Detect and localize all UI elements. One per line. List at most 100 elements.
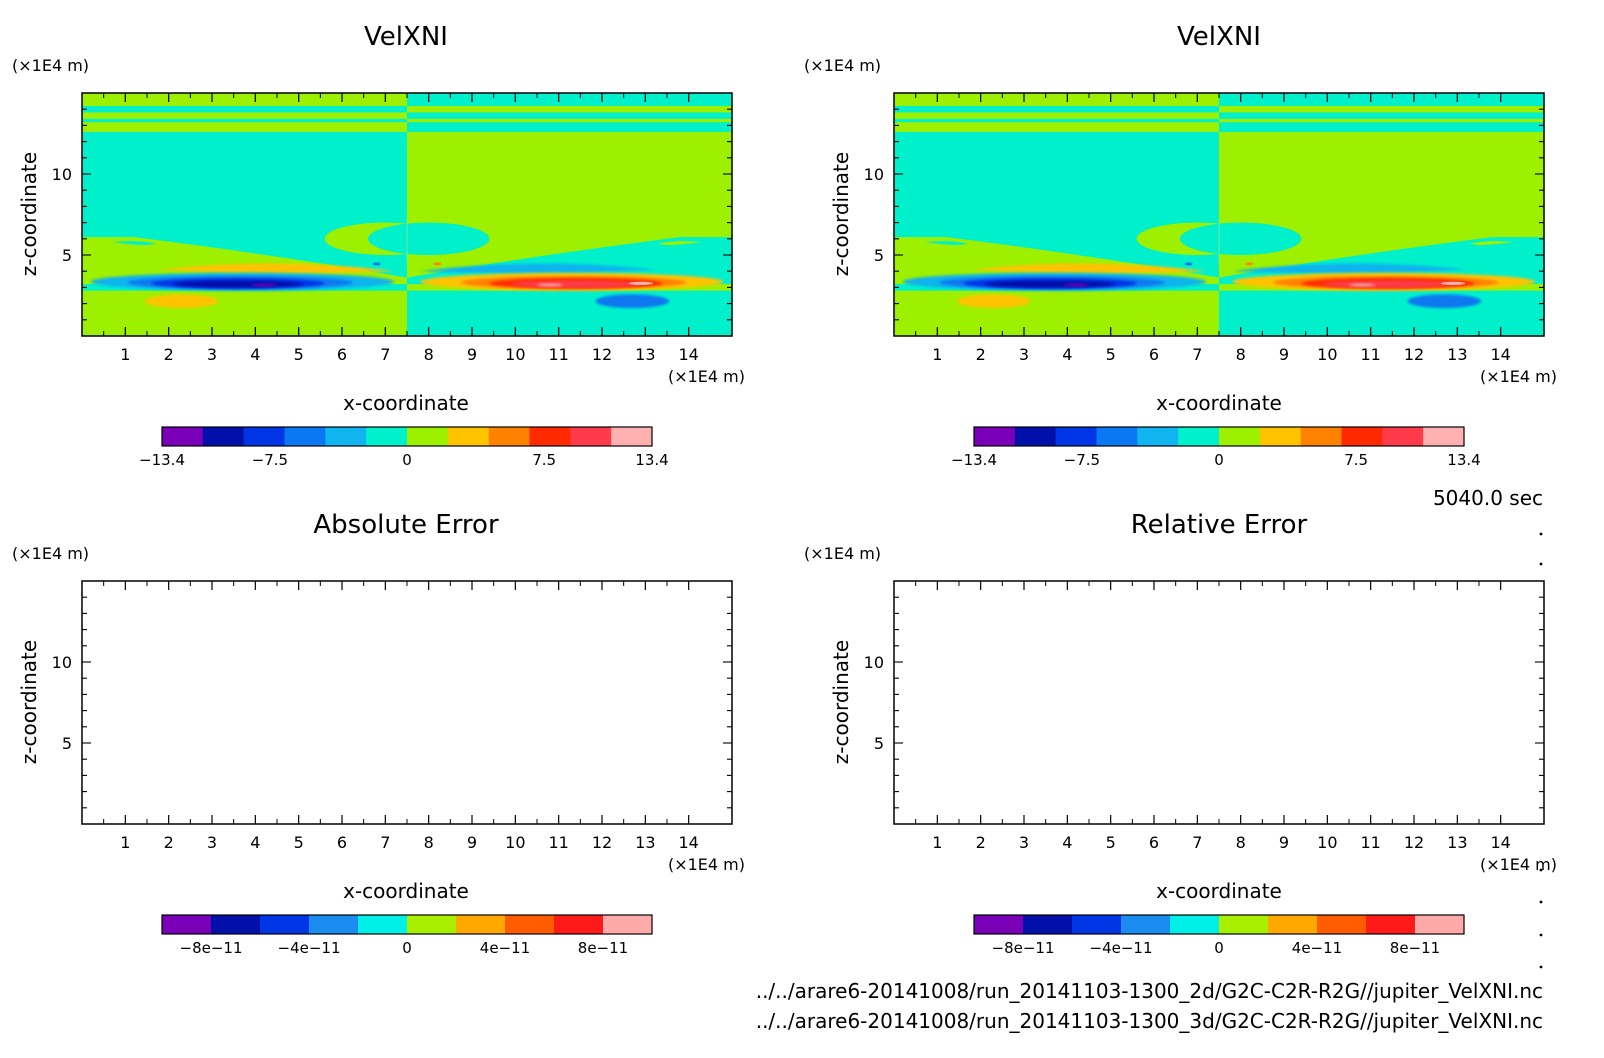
x-tick-label: 12 — [592, 833, 612, 852]
y-tick-label: 5 — [874, 734, 884, 753]
colorbar-swatch — [1219, 427, 1261, 446]
colorbar-tick-label: −7.5 — [1064, 451, 1100, 469]
x-tick-label: 10 — [505, 345, 525, 364]
colorbar-swatch — [1415, 915, 1465, 934]
y-unit-label: (×1E4 m) — [804, 544, 881, 563]
x-axis-label: x-coordinate — [1156, 879, 1282, 903]
lower-lobe — [956, 294, 1031, 308]
colorbar-swatch — [1096, 427, 1138, 446]
y-unit-label: (×1E4 m) — [804, 56, 881, 75]
colorbar-swatch — [407, 915, 457, 934]
panel-title: Relative Error — [1131, 510, 1308, 540]
colorbar-swatch — [1317, 915, 1367, 934]
footer-file-2d: ../../arare6-20141008/run_20141103-1300_… — [756, 979, 1543, 1003]
y-tick-label: 10 — [52, 165, 72, 184]
x-tick-label: 6 — [337, 345, 347, 364]
colorbar-swatch — [1014, 427, 1056, 446]
jet-level-4 — [985, 280, 1115, 288]
jet-tip — [1440, 281, 1466, 285]
colorbar-swatch — [611, 427, 653, 446]
x-axis-label: x-coordinate — [343, 879, 469, 903]
colorbar-tick-label: 13.4 — [635, 451, 668, 469]
colorbar-swatch — [260, 915, 310, 934]
colorbar-swatch — [1300, 427, 1342, 446]
jet-core — [537, 283, 563, 287]
plot-frame — [81, 580, 733, 825]
panel-relative-error: Relative Error (×1E4 m) 1 2 3 4 5 6 7 8 9 10 11 12 1… — [804, 510, 1557, 957]
colorbar-swatch — [1341, 427, 1383, 446]
y-unit-label: (×1E4 m) — [12, 544, 89, 563]
field-seam — [406, 219, 408, 262]
colorbar-swatch — [1268, 915, 1318, 934]
colorbar-swatch — [554, 915, 604, 934]
x-tick-label: 6 — [1149, 345, 1159, 364]
x-tick-label: 3 — [207, 833, 217, 852]
panel-velxni-2d: VelXNI (×1E4 m) 1 2 3 4 5 6 7 8 9 10 11 12 13 14 510 … — [12, 22, 745, 469]
colorbar-tick-label: −13.4 — [139, 451, 185, 469]
plot-frame — [893, 580, 1545, 825]
jet-level-4 — [511, 280, 641, 288]
colorbar-swatch — [974, 915, 1024, 934]
colorbar-tick-label: −4e−11 — [278, 939, 341, 957]
x-tick-label: 9 — [467, 345, 477, 364]
field-bubble — [1180, 222, 1302, 255]
x-tick-label: 2 — [976, 833, 986, 852]
field-speck — [372, 262, 381, 266]
x-tick-label: 10 — [505, 833, 525, 852]
x-tick-label: 8 — [1236, 345, 1246, 364]
jet-upper-band — [972, 263, 1206, 274]
x-tick-label: 4 — [250, 345, 260, 364]
colorbar-swatch — [456, 915, 506, 934]
field-band — [1219, 112, 1544, 119]
x-tick-label: 1 — [120, 833, 130, 852]
colorbar-swatch — [603, 915, 653, 934]
field-speck — [433, 262, 442, 266]
field-band — [82, 112, 407, 119]
field-bubble — [368, 222, 490, 255]
x-tick-label: 11 — [548, 833, 568, 852]
colorbar-swatch — [1170, 915, 1220, 934]
field-band — [894, 93, 1219, 106]
y-axis-ticks: 5 10 — [864, 108, 1544, 321]
colorbar-swatch — [325, 427, 367, 446]
jet-level-4 — [1323, 280, 1453, 288]
colorbar-tick-label: −7.5 — [252, 451, 288, 469]
field-lower-right — [1219, 290, 1544, 336]
colorbar-swatch — [1121, 915, 1171, 934]
x-unit-label: (×1E4 m) — [1480, 367, 1557, 386]
colorbar-tick-label: −8e−11 — [180, 939, 243, 957]
panel-title: Absolute Error — [313, 510, 499, 540]
x-unit-label: (×1E4 m) — [668, 367, 745, 386]
y-axis-ticks: 5 10 — [52, 108, 732, 321]
x-unit-label: (×1E4 m) — [668, 855, 745, 874]
y-tick-label: 10 — [864, 165, 884, 184]
x-tick-label: 2 — [976, 345, 986, 364]
colorbar-swatch — [1178, 427, 1220, 446]
jet-level-4 — [173, 280, 303, 288]
x-tick-label: 9 — [1279, 833, 1289, 852]
x-tick-label: 6 — [337, 833, 347, 852]
field-band — [894, 122, 1219, 132]
lower-lobe — [144, 294, 219, 308]
panel-title: VelXNI — [1177, 22, 1261, 52]
x-tick-label: 7 — [380, 833, 390, 852]
colorbar: −8e−11 −4e−11 0 4e−11 8e−11 — [161, 914, 653, 957]
field-band — [407, 93, 732, 106]
field-lower-left — [894, 290, 1219, 336]
x-tick-label: 5 — [1106, 345, 1116, 364]
x-axis-ticks: 1 2 3 4 5 6 7 8 9 10 11 12 13 14 — [915, 581, 1511, 852]
colorbar: −13.4 −7.5 0 7.5 13.4 — [951, 426, 1481, 469]
x-tick-label: 11 — [1360, 833, 1380, 852]
x-tick-label: 4 — [250, 833, 260, 852]
jet-core — [1063, 283, 1089, 287]
colorbar-swatch — [211, 915, 261, 934]
x-tick-label: 2 — [164, 833, 174, 852]
heatmap-field — [82, 93, 732, 336]
colorbar-tick-label: 13.4 — [1447, 451, 1480, 469]
x-axis-ticks: 1 2 3 4 5 6 7 8 9 10 11 12 13 14 — [103, 581, 699, 852]
x-tick-label: 13 — [1447, 833, 1467, 852]
y-tick-label: 10 — [52, 653, 72, 672]
field-region — [658, 241, 702, 245]
x-tick-label: 5 — [1106, 833, 1116, 852]
